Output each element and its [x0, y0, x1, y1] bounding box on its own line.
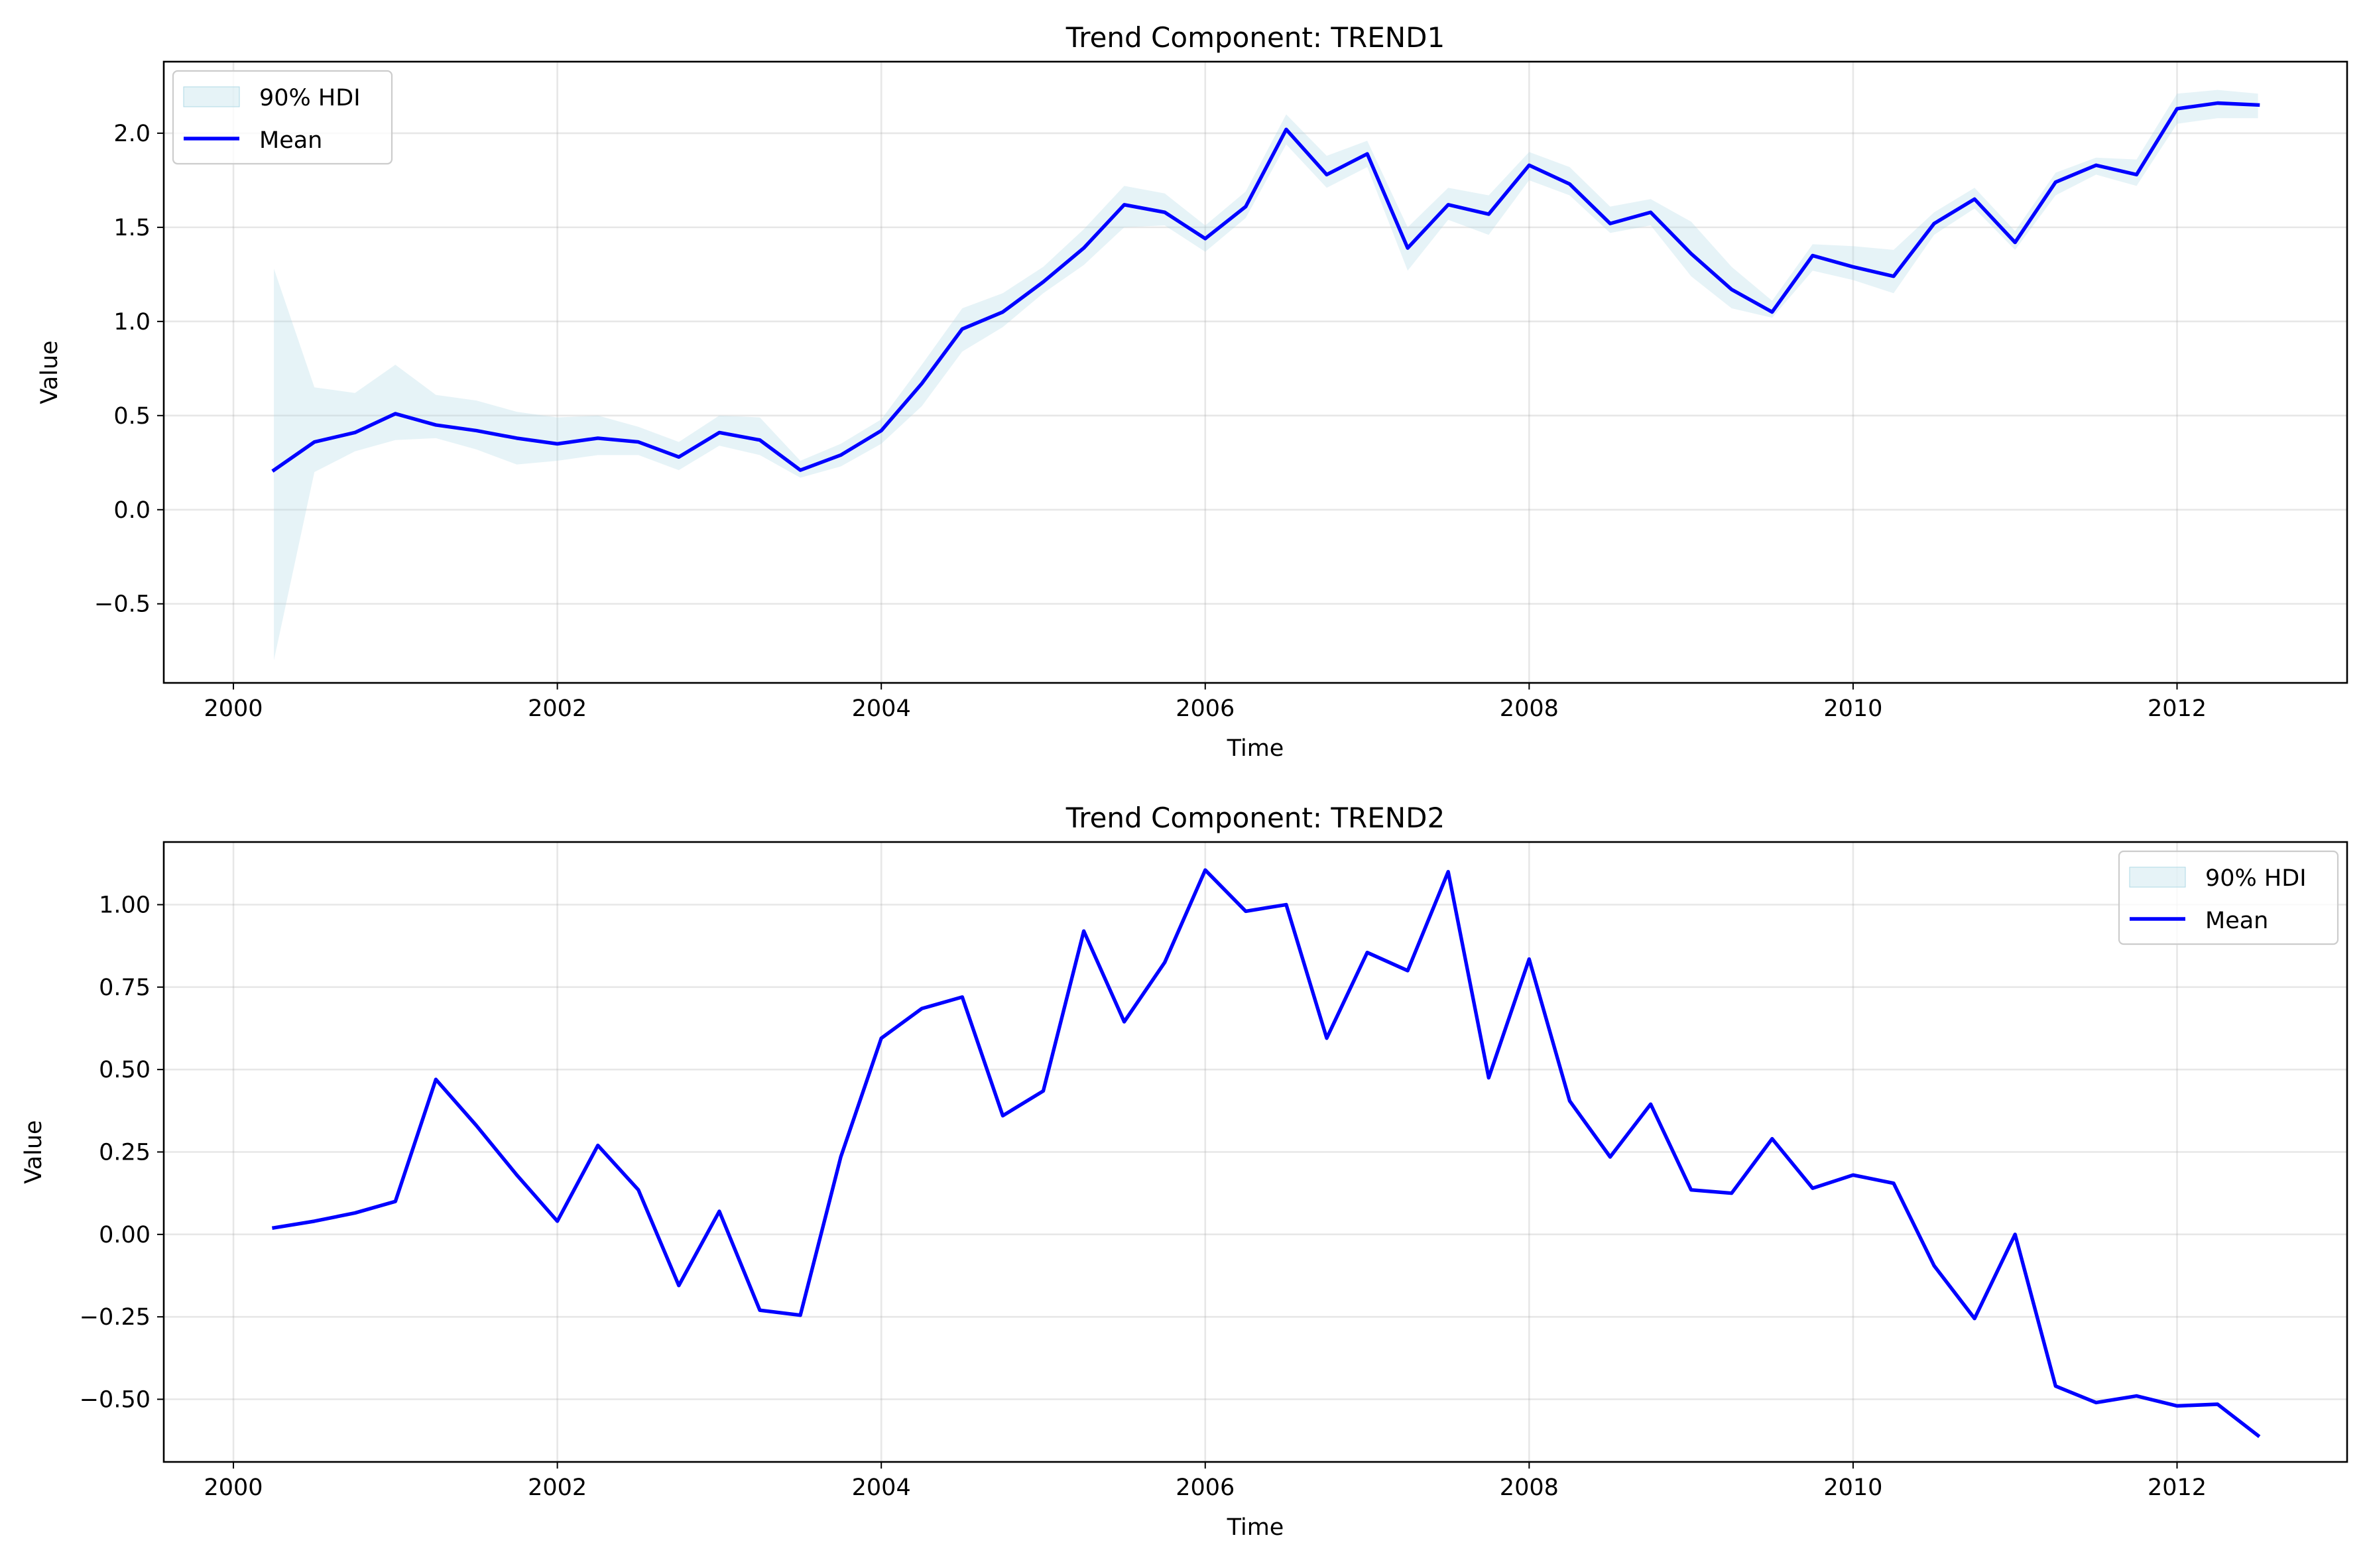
- x-tick-label: 2004: [852, 1475, 911, 1501]
- legend-label-mean: Mean: [2205, 908, 2268, 934]
- x-tick-label: 2008: [1500, 1475, 1559, 1501]
- x-tick-label: 2004: [852, 695, 911, 722]
- mean-line: [271, 868, 2261, 1438]
- y-tick-label: 0.00: [99, 1222, 151, 1248]
- legend-box: [172, 70, 393, 165]
- plot-frame: [162, 60, 2348, 684]
- x-axis-label: Time: [1227, 735, 1284, 762]
- y-tick-label: 0.50: [99, 1057, 151, 1083]
- chart-title: Trend Component: TREND1: [1065, 21, 1445, 54]
- y-tick-label: −0.5: [94, 591, 151, 618]
- legend-box: [2118, 850, 2339, 945]
- y-axis-label: Value: [21, 1120, 47, 1183]
- x-tick-label: 2000: [204, 1475, 263, 1501]
- y-tick-label: 1.00: [99, 892, 151, 918]
- x-tick-label: 2012: [2148, 695, 2207, 722]
- y-tick-label: −0.50: [80, 1387, 151, 1414]
- y-tick-label: 2.0: [113, 121, 151, 147]
- x-tick-label: 2010: [1823, 1475, 1882, 1501]
- x-tick-label: 2006: [1176, 695, 1235, 722]
- hdi-band: [274, 90, 2258, 660]
- y-tick-label: 1.0: [113, 309, 151, 335]
- legend-label-hdi: 90% HDI: [2205, 865, 2307, 892]
- legend-label-hdi: 90% HDI: [259, 85, 361, 111]
- x-tick-label: 2000: [204, 695, 263, 722]
- legend: 90% HDI Mean: [2118, 850, 2339, 945]
- legend-hdi-swatch: [183, 86, 240, 107]
- x-axis-label: Time: [1227, 1514, 1284, 1541]
- chart-panel-1: 2000 2002 2004 2006 2008 2010 2012 −0.5 0.0 0.5 1.…: [36, 21, 2348, 762]
- y-tick-label: 1.5: [113, 215, 151, 241]
- x-tick-label: 2008: [1500, 695, 1559, 722]
- chart-title: Trend Component: TREND2: [1065, 802, 1445, 834]
- mean-line: [271, 101, 2260, 473]
- y-tick-label: 0.25: [99, 1140, 151, 1166]
- x-tick-label: 2012: [2148, 1475, 2207, 1501]
- y-tick-label: 0.5: [113, 403, 151, 430]
- y-tick-label: −0.25: [80, 1304, 151, 1331]
- legend: 90% HDI Mean: [172, 70, 393, 165]
- x-tick-label: 2010: [1823, 695, 1882, 722]
- legend-hdi-swatch: [2129, 867, 2186, 888]
- x-tick-label: 2002: [528, 695, 587, 722]
- legend-label-mean: Mean: [259, 127, 322, 154]
- y-axis-label: Value: [36, 340, 63, 404]
- chart-panel-2: 2000 2002 2004 2006 2008 2010 2012 −0.50 −0.25 0.…: [21, 802, 2348, 1541]
- y-tick-label: 0.0: [113, 497, 151, 524]
- x-tick-label: 2002: [528, 1475, 587, 1501]
- x-tick-label: 2006: [1176, 1475, 1235, 1501]
- y-tick-label: 0.75: [99, 975, 151, 1001]
